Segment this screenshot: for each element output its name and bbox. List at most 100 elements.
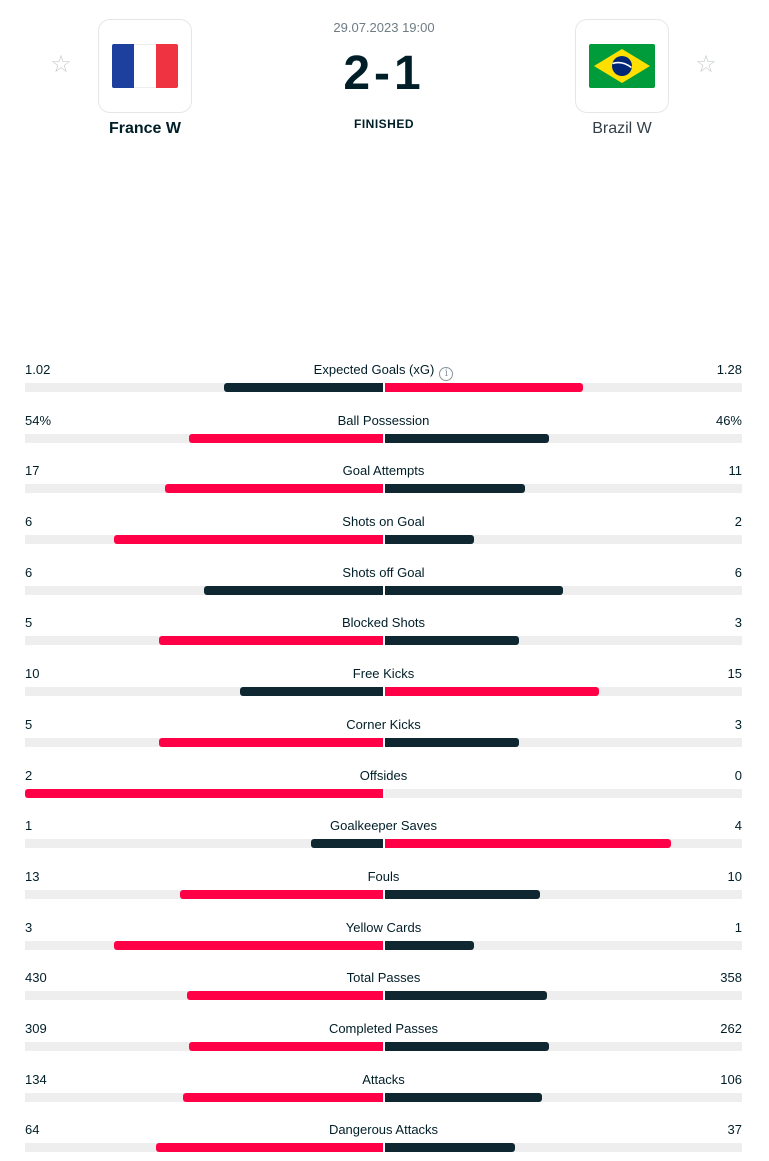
stat-row: 10 Free Kicks 15	[25, 666, 742, 717]
stat-away-value: 1.28	[716, 362, 742, 377]
away-team-logo[interactable]	[575, 19, 669, 113]
stat-bar-track-away	[384, 737, 742, 747]
stat-bar-fill-home	[189, 433, 383, 443]
stat-bars	[25, 1092, 742, 1102]
stat-category-label: Blocked Shots	[341, 615, 426, 631]
flag-brazil-icon	[589, 44, 655, 88]
stat-home-value: 2	[25, 767, 33, 783]
stat-category-label: Shots off Goal	[342, 564, 425, 580]
stat-away-value: 10	[727, 868, 742, 884]
stat-category-label: Corner Kicks	[346, 716, 421, 732]
stat-bar-track-away	[384, 991, 742, 1001]
stat-bar-track-away	[384, 433, 742, 443]
stat-away-value: 4	[734, 818, 742, 834]
home-team-logo[interactable]	[98, 19, 192, 113]
stat-bar-track-home	[25, 636, 383, 646]
match-score: 2-1	[343, 47, 425, 100]
stat-home-value: 10	[25, 666, 40, 682]
stat-away-value: 6	[734, 564, 742, 580]
stat-bar-fill-away	[384, 1143, 516, 1153]
stat-labels: 5 Blocked Shots 3	[25, 615, 742, 631]
stat-bar-track-away	[384, 383, 742, 392]
stat-category: Attacks	[25, 1072, 742, 1088]
stat-bar-fill-away	[384, 889, 540, 899]
stat-bar-track-home	[25, 839, 383, 849]
stat-bar-track-home	[25, 383, 383, 392]
stat-row: 134 Attacks 106	[25, 1072, 742, 1123]
stat-away-value: 3	[734, 716, 742, 732]
stat-home-value: 6	[25, 564, 33, 580]
stat-category-label: Goalkeeper Saves	[330, 818, 437, 834]
stat-home-value: 309	[25, 1020, 47, 1036]
stat-bar-track-away	[384, 788, 742, 798]
stat-bar-fill-home	[239, 687, 383, 697]
stat-bar-track-away	[384, 687, 742, 697]
favorite-home-star-icon[interactable]: ☆	[50, 51, 72, 78]
stat-bar-track-away	[384, 636, 742, 646]
stat-category: Goal Attempts	[25, 463, 742, 479]
stat-category-label: Dangerous Attacks	[328, 1122, 439, 1138]
stat-category: Goalkeeper Saves	[25, 818, 742, 834]
stat-bars	[25, 585, 742, 595]
stat-category-label: Goal Attempts	[342, 463, 425, 479]
stat-bar-track-away	[384, 1041, 742, 1051]
stat-category: Shots off Goal	[25, 565, 742, 581]
stat-bar-track-home	[25, 737, 383, 747]
favorite-away-star-icon[interactable]: ☆	[695, 51, 717, 78]
info-icon[interactable]: i	[439, 367, 454, 381]
stat-category: Expected Goals (xG) i	[25, 362, 742, 381]
stat-row: 6 Shots on Goal 2	[25, 514, 742, 565]
stat-labels: 430 Total Passes 358	[25, 970, 742, 986]
stat-bar-track-away	[384, 1092, 742, 1102]
stat-category: Blocked Shots	[25, 615, 742, 631]
stat-row: 54% Ball Possession 46%	[25, 413, 742, 464]
stat-row: 5 Blocked Shots 3	[25, 615, 742, 666]
stat-away-value: 358	[720, 970, 742, 986]
stat-home-value: 1	[25, 818, 33, 834]
stat-bar-track-away	[384, 535, 742, 545]
stat-bars	[25, 1143, 742, 1153]
stat-bars	[25, 636, 742, 646]
stat-bar-track-home	[25, 687, 383, 697]
stat-row: 17 Goal Attempts 11	[25, 463, 742, 514]
stat-bars	[25, 991, 742, 1001]
stat-away-value: 37	[727, 1122, 742, 1138]
stat-away-value: 11	[728, 463, 743, 479]
stat-away-value: 262	[720, 1020, 742, 1036]
stat-bar-track-away	[384, 484, 742, 494]
flag-france-icon	[112, 44, 178, 88]
stat-category-label: Offsides	[359, 767, 408, 783]
stat-bar-fill-away	[384, 484, 525, 494]
stat-bars	[25, 940, 742, 950]
stat-home-value: 134	[25, 1071, 47, 1087]
home-team-name[interactable]: France W	[108, 120, 181, 137]
stat-away-value: 1	[734, 919, 742, 935]
stat-bar-fill-away	[384, 585, 564, 595]
stat-bars	[25, 889, 742, 899]
stat-bar-fill-away	[384, 991, 547, 1001]
stat-row: 6 Shots off Goal 6	[25, 565, 742, 616]
stat-home-value: 13	[25, 868, 40, 884]
stat-bars	[25, 484, 742, 494]
stat-category: Ball Possession	[25, 413, 742, 429]
away-team-name[interactable]: Brazil W	[592, 120, 652, 137]
stat-category-label: Total Passes	[346, 970, 421, 986]
stat-category-label: Fouls	[367, 868, 400, 884]
stat-bar-track-home	[25, 433, 383, 443]
stat-bar-track-away	[384, 1143, 742, 1153]
stat-bar-track-away	[384, 889, 742, 899]
stat-away-value: 2	[734, 514, 742, 530]
stat-home-value: 54%	[25, 412, 52, 428]
stat-bar-track-away	[384, 585, 742, 595]
stat-away-value: 3	[734, 615, 742, 631]
stat-home-value: 64	[25, 1122, 40, 1138]
stat-bars	[25, 383, 742, 392]
stat-bar-fill-away	[384, 1092, 543, 1102]
stat-row: 309 Completed Passes 262	[25, 1021, 742, 1072]
stat-labels: 134 Attacks 106	[25, 1072, 742, 1088]
stat-bar-fill-away	[384, 535, 474, 545]
stat-bars	[25, 839, 742, 849]
stat-category: Dangerous Attacks	[25, 1122, 742, 1138]
stat-bar-fill-home	[187, 991, 383, 1001]
